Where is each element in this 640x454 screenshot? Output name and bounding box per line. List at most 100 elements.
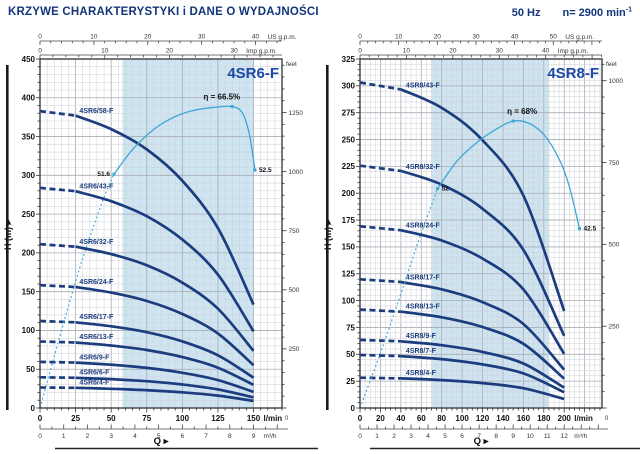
h-axis-tick: 0 xyxy=(31,404,36,413)
h-axis: 0 25 50 75 100 125 150 175 200 225 250 275 300 325 xyxy=(342,55,360,413)
h-axis-tick: 450 xyxy=(22,55,36,64)
axis-label: 60 xyxy=(417,414,426,423)
axis-label: 100 xyxy=(455,414,469,423)
axis-label: 11 xyxy=(544,433,551,440)
pump-curve-dashed xyxy=(39,186,76,193)
pump-curve xyxy=(400,88,566,312)
pump-curve-dashed xyxy=(39,375,76,380)
h-axis-tick: 150 xyxy=(22,287,36,296)
pump-curve xyxy=(75,114,255,306)
axis-label: 20 xyxy=(166,48,174,55)
axis-label: 140 xyxy=(496,414,510,423)
axis-label: 20 xyxy=(434,34,442,41)
axis-label: 75 xyxy=(142,414,151,423)
axis-label: 750 xyxy=(289,228,300,235)
efficiency-peak-label: η = 68% xyxy=(507,107,537,116)
axis-label: 1000 xyxy=(289,169,304,176)
curve-label: 4SR6/4-F xyxy=(79,379,110,386)
h-axis-tick: 0 xyxy=(351,404,356,413)
axis-label: 0 xyxy=(38,48,42,55)
h-axis-tick: 150 xyxy=(342,243,356,252)
axis-label: 250 xyxy=(289,346,300,353)
axis-label: 500 xyxy=(609,242,620,249)
h-axis-tick: 50 xyxy=(26,365,35,374)
axis-label: 10 xyxy=(403,48,411,55)
lmin-unit: l/min xyxy=(574,414,593,423)
axis-label: 1000 xyxy=(609,78,624,85)
pump-curve xyxy=(75,189,255,333)
axis-label: 25 xyxy=(71,414,80,423)
chart-title: 4SR6-F xyxy=(227,65,279,82)
axis-label: 8 xyxy=(494,433,498,440)
axis-label: 10 xyxy=(527,433,535,440)
efficiency-marker xyxy=(230,105,234,109)
axis-label: 0 xyxy=(358,414,363,423)
pump-curve-dashed xyxy=(359,81,402,91)
axis-label: 20 xyxy=(144,34,152,41)
axis-label: 750 xyxy=(609,160,620,167)
axis-label: 1 xyxy=(62,433,66,440)
h-axis-tick: 200 xyxy=(22,249,36,258)
axis-label: 5 xyxy=(443,433,447,440)
pump-curve xyxy=(75,386,254,403)
feet-unit: feet xyxy=(286,61,297,68)
efficiency-value-label: 51.6 xyxy=(97,171,110,178)
axis-label: 6 xyxy=(181,433,185,440)
axis-label: 10 xyxy=(90,34,98,41)
h-axis-tick: 325 xyxy=(342,55,356,64)
left-pump-chart: 0 10 20 30 40 US g.p.m.0 10 20 30 Imp g.p.m.4SR6/… xyxy=(3,34,318,450)
axis-label: 0 xyxy=(285,416,289,422)
axis-label: Imp g.p.m. xyxy=(246,48,277,55)
axis-label: 20 xyxy=(376,414,385,423)
frequency-label: 50 Hz xyxy=(511,6,541,19)
axis-label: 9 xyxy=(252,433,256,440)
curve-label: 4SR8/43-F xyxy=(406,83,441,90)
page-title: KRZYWE CHARAKTERYSTYKI i DANE O WYDAJNOŚ… xyxy=(8,6,319,18)
axis-label: 3 xyxy=(409,433,413,440)
axis-label: 40 xyxy=(396,414,405,423)
axis-label: 5 xyxy=(157,433,161,440)
feet-axis: 250 500 750 1000 1250 feet xyxy=(282,61,304,409)
pump-curve xyxy=(75,245,255,352)
axis-label: 20 xyxy=(449,48,457,55)
h-axis-tick: 125 xyxy=(342,270,356,279)
pump-curve xyxy=(75,320,255,379)
pump-curves: 4SR6/58-F 4SR6/43-F 4SR6/32-F 4SR6/24-F 4SR6… xyxy=(39,108,255,403)
m3h-scale: 0 1 2 3 4 5 6 7 8 9 10 11 12 m³/h xyxy=(358,424,608,440)
axis-label: 50 xyxy=(107,414,116,423)
curve-label: 4SR6/17-F xyxy=(79,314,114,321)
axis-label: 2 xyxy=(392,433,396,440)
chart-title: 4SR8-F xyxy=(547,65,599,82)
axis-label: 30 xyxy=(231,48,239,55)
efficiency-marker xyxy=(436,187,440,191)
pump-curve xyxy=(400,280,566,371)
axis-label: 4 xyxy=(426,433,430,440)
axis-label: 160 xyxy=(517,414,531,423)
efficiency-curve: 51.6 52.5 η = 66.5% xyxy=(39,93,272,409)
axis-label: 0 xyxy=(38,414,43,423)
axis-label: 30 xyxy=(496,48,504,55)
pump-curve-dashed xyxy=(39,283,76,289)
feet-unit: feet xyxy=(606,61,617,68)
curve-label: 4SR6/9-F xyxy=(79,354,110,361)
axis-label: 0 xyxy=(358,433,362,440)
h-axis-tick: 250 xyxy=(342,135,356,144)
efficiency-marker xyxy=(253,168,257,172)
pump-curve-dashed xyxy=(359,353,401,358)
axis-label: 10 xyxy=(101,48,109,55)
pump-curve-dashed xyxy=(359,376,401,380)
h-axis-tick: 250 xyxy=(22,210,36,219)
pump-curve xyxy=(75,361,254,394)
curve-label: 4SR8/4-F xyxy=(406,370,437,377)
axis-label: 200 xyxy=(558,414,572,423)
m3h-unit: m³/h xyxy=(264,433,277,440)
header: KRZYWE CHARAKTERYSTYKI i DANE O WYDAJNOŚ… xyxy=(0,0,640,30)
curve-label: 4SR6/24-F xyxy=(79,279,114,286)
pump-curve-dashed xyxy=(359,277,401,284)
efficiency-marker xyxy=(112,172,116,176)
axis-label: 30 xyxy=(472,34,480,41)
imp-gpm-scale: 0 10 20 30 Imp g.p.m. xyxy=(38,48,282,59)
lmin-unit: l/min xyxy=(264,414,283,423)
curve-label: 4SR8/13-F xyxy=(406,304,441,311)
h-axis-tick: 175 xyxy=(342,216,356,225)
